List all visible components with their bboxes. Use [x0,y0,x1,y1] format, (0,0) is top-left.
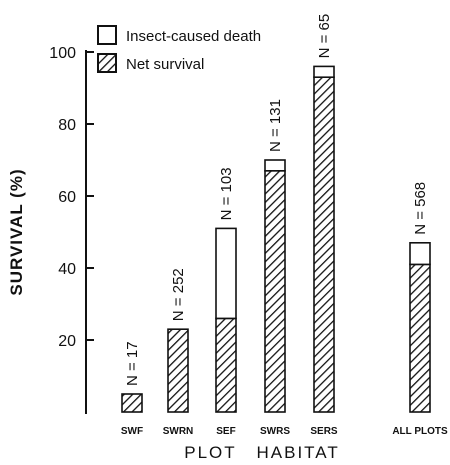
bar-net-survival [264,170,286,413]
legend-swatch-net-survival [97,53,117,73]
bar-insect-death [215,227,237,320]
category-label: SEF [216,426,235,437]
bar-net-survival [313,76,335,413]
legend-label-insect-death: Insect-caused death [126,28,261,45]
n-label: N = 65 [316,14,333,59]
bar-net-survival [167,328,189,413]
bars [121,65,431,413]
bar-insect-death [409,242,431,266]
y-ticks: 20 40 60 80 100 [49,45,94,350]
y-tick-label: 100 [49,45,76,62]
y-tick-label: 80 [58,117,76,134]
category-label: ALL PLOTS [392,426,448,437]
y-tick-label: 40 [58,261,76,278]
n-label: N = 568 [412,182,429,235]
legend-swatch-insect-death [97,25,117,45]
n-labels: N = 17 N = 252 N = 103 N = 131 N = 65 N = 568 [124,14,429,386]
bar-net-survival [215,317,237,413]
bar-insect-death [264,159,286,172]
x-axis-label: PLOT HABITAT [184,443,340,462]
n-label: N = 252 [170,268,187,321]
y-tick-label: 20 [58,333,76,350]
bar-net-survival [409,263,431,413]
n-label: N = 103 [218,167,235,220]
n-label: N = 17 [124,341,141,386]
n-label: N = 131 [267,99,284,152]
bar-insect-death [313,65,335,79]
y-axis-label: SURVIVAL (%) [7,168,26,295]
bar-net-survival [121,393,143,413]
y-tick-label: 60 [58,189,76,206]
category-labels: SWF SWRN SEF SWRS SERS ALL PLOTS [121,426,448,437]
category-label: SERS [310,426,338,437]
category-label: SWRN [163,426,194,437]
legend-label-net-survival: Net survival [126,56,204,73]
category-label: SWRS [260,426,290,437]
legend: Insect-caused death Net survival [97,25,261,73]
category-label: SWF [121,426,143,437]
